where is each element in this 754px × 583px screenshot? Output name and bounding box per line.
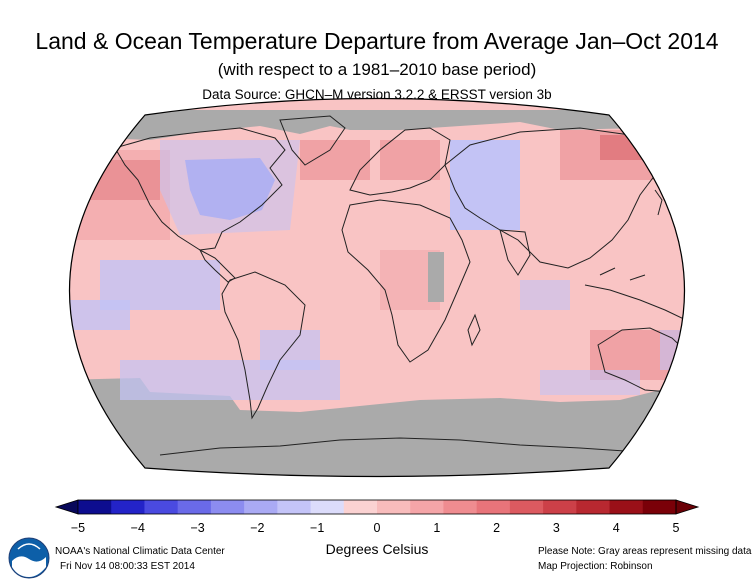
map-projection: Map Projection: Robinson — [538, 561, 653, 572]
map-subtitle: (with respect to a 1981–2010 base period… — [217, 60, 537, 79]
colorbar-cell — [210, 500, 245, 514]
colorbar-cell — [377, 500, 411, 514]
colorbar-cell — [310, 500, 345, 514]
colorbar-tick-label: 2 — [493, 521, 501, 535]
japan-outline — [654, 189, 663, 216]
cool-patch-north-america-halo — [160, 140, 300, 235]
southeast-asia-islands-outline — [584, 267, 685, 323]
colorbar-cell — [277, 500, 312, 514]
noaa-logo-icon — [8, 537, 50, 579]
colorbar-arrow-high — [675, 499, 700, 515]
missing-data-africa — [428, 252, 444, 302]
colorbar-cell — [543, 500, 577, 514]
colorbar-cell — [78, 500, 112, 514]
colorbar-tick-label: −3 — [190, 521, 205, 535]
cool-patch-southern-ocean — [120, 360, 340, 400]
colorbar-tick-label: 4 — [612, 521, 620, 535]
colorbar-cell — [609, 500, 644, 514]
colorbar-tick-label: −2 — [250, 521, 265, 535]
cool-patch-southern-indian — [540, 370, 640, 395]
colorbar-cell — [509, 500, 544, 514]
greenland-outline — [279, 115, 346, 166]
colorbar-cell — [576, 500, 611, 514]
colorbar-tick-label: 1 — [433, 521, 441, 535]
colorbar-cell — [144, 500, 179, 514]
missing-data-note: Please Note: Gray areas represent missin… — [538, 546, 752, 557]
colorbar-cell — [177, 500, 212, 514]
colorbar-units: Degrees Celsius — [325, 541, 429, 557]
india-outline — [499, 229, 531, 276]
map-border — [69, 97, 685, 478]
colorbar-tick-label: −1 — [310, 521, 325, 535]
colorbar-cell — [642, 500, 677, 514]
map-title: Land & Ocean Temperature Departure from … — [35, 28, 719, 54]
center-name: NOAA's National Climatic Data Center — [55, 546, 225, 557]
africa-outline — [341, 199, 471, 363]
south-america-outline — [221, 271, 306, 420]
report-date: Fri Nov 14 08:00:33 EST 2014 — [60, 561, 195, 572]
cool-patch-south-pacific — [69, 300, 130, 330]
colorbar-cell — [410, 500, 444, 514]
antarctica-outline — [159, 437, 641, 456]
colorbar-cell — [476, 500, 511, 514]
colorbar-arrow-low — [54, 499, 79, 515]
colorbar-border — [77, 499, 677, 515]
colorbar-cell — [111, 500, 145, 514]
australia-outline — [597, 327, 685, 393]
warm-patch-europe — [380, 140, 440, 180]
colorbar-cell — [443, 500, 478, 514]
madagascar-outline — [467, 313, 481, 347]
colorbar-tick-label: −5 — [70, 521, 86, 535]
north-america-outline — [114, 127, 286, 251]
europe-outline — [349, 127, 451, 196]
data-source: Data Source: GHCN–M version 3.2.2 & ERSS… — [202, 87, 552, 102]
colorbar-cell — [244, 500, 278, 514]
colorbar-tick-label: 3 — [552, 521, 560, 535]
asia-outline — [444, 127, 661, 269]
colorbar-cell — [343, 500, 378, 514]
cool-patch-west-indian — [520, 280, 570, 310]
missing-data-arctic — [100, 110, 640, 140]
colorbar-tick-label: −4 — [130, 521, 145, 535]
colorbar-tick-label: 5 — [672, 521, 680, 535]
colorbar-tick-label: 0 — [373, 521, 381, 535]
cool-patch-central-asia — [450, 140, 520, 230]
